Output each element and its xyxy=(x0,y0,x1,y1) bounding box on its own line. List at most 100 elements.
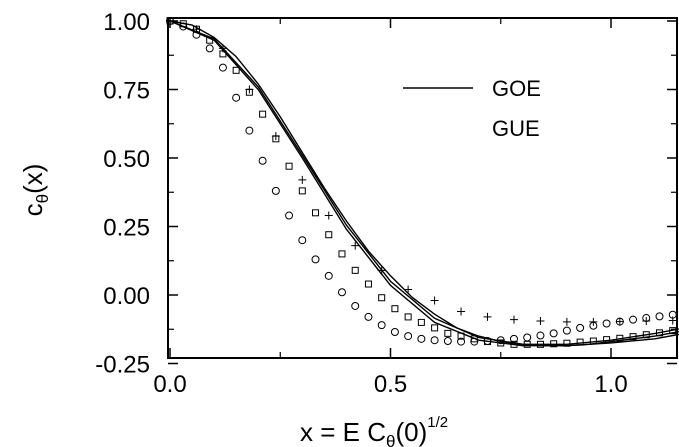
y-axis-label-tail: (x) xyxy=(18,164,48,194)
plus-marker xyxy=(457,307,466,316)
circle-marker xyxy=(562,326,571,335)
circle-marker xyxy=(629,315,638,324)
plus-marker xyxy=(298,175,307,184)
square-marker xyxy=(351,266,359,274)
square-marker xyxy=(259,110,267,118)
square-marker xyxy=(417,318,425,326)
square-marker xyxy=(470,335,478,343)
series-line xyxy=(169,20,679,345)
square-marker xyxy=(325,231,333,239)
circle-marker xyxy=(602,319,611,328)
circle-marker xyxy=(311,255,320,264)
y-axis-label-main: c xyxy=(18,203,48,216)
square-marker xyxy=(510,340,518,348)
plus-marker xyxy=(483,312,492,321)
plus-marker xyxy=(509,315,518,324)
plus-marker xyxy=(536,317,545,326)
series-line xyxy=(169,20,679,347)
square-marker xyxy=(589,337,597,345)
x-tick-label: 1.0 xyxy=(594,371,627,398)
circle-marker xyxy=(245,126,254,135)
plus-marker xyxy=(324,211,333,220)
legend-goe-label: GOE xyxy=(492,76,541,101)
square-marker xyxy=(497,339,505,347)
circle-marker xyxy=(390,327,399,336)
plus-marker xyxy=(192,25,201,34)
circle-marker xyxy=(232,93,241,102)
plus-marker xyxy=(166,17,174,25)
y-tick-label: 0.25 xyxy=(103,215,150,242)
x-tick-label: 0.5 xyxy=(374,371,407,398)
square-marker xyxy=(629,333,637,341)
square-marker xyxy=(431,324,439,332)
square-marker xyxy=(285,162,293,170)
square-marker xyxy=(616,334,624,342)
series-layer xyxy=(166,17,679,348)
x-axis-label: x = E Cθ(0)1/2 xyxy=(300,414,448,447)
square-marker xyxy=(298,187,306,195)
circle-marker xyxy=(417,334,426,343)
y-tick-label: 0.50 xyxy=(103,146,150,173)
square-marker xyxy=(312,209,320,217)
square-marker xyxy=(444,329,452,337)
plus-marker xyxy=(271,132,280,141)
x-tick-label: 0.0 xyxy=(153,371,186,398)
x-axis-label-sup: 1/2 xyxy=(427,414,448,431)
square-marker xyxy=(378,294,386,302)
circle-marker xyxy=(430,336,439,345)
circle-marker xyxy=(549,329,558,338)
circle-marker xyxy=(218,63,227,72)
square-marker xyxy=(206,36,214,44)
circle-marker xyxy=(655,312,664,321)
y-axis-label: cθ(x) xyxy=(18,164,52,217)
square-marker xyxy=(576,338,584,346)
x-axis-label-sub: θ xyxy=(386,432,395,447)
plus-marker xyxy=(589,317,598,326)
circle-marker xyxy=(285,211,294,220)
y-tick-label: 0.75 xyxy=(103,78,150,105)
square-marker xyxy=(457,332,465,340)
series-1-line xyxy=(169,20,679,345)
circle-marker xyxy=(298,236,307,245)
circle-marker xyxy=(483,337,492,346)
series-3-squares xyxy=(166,17,677,348)
circle-marker xyxy=(271,186,280,195)
circle-marker xyxy=(377,321,386,330)
plus-marker xyxy=(351,241,360,250)
circle-marker xyxy=(536,331,545,340)
circle-marker xyxy=(404,332,413,341)
circle-marker xyxy=(496,336,505,345)
x-axis-label-tail: (0) xyxy=(395,417,427,447)
series-2-line xyxy=(169,20,679,347)
series-line xyxy=(169,20,679,347)
circle-marker xyxy=(351,301,360,310)
y-tick-label: 1.00 xyxy=(103,9,150,36)
circle-marker xyxy=(337,288,346,297)
square-marker xyxy=(603,336,611,344)
square-marker xyxy=(404,313,412,321)
circle-marker xyxy=(523,333,532,342)
square-marker xyxy=(550,340,558,348)
plus-marker xyxy=(245,85,254,94)
plus-marker xyxy=(615,317,624,326)
series-5-pluses xyxy=(166,17,677,326)
square-marker xyxy=(338,250,346,258)
circle-marker xyxy=(364,312,373,321)
plus-marker xyxy=(642,317,651,326)
square-marker xyxy=(656,329,664,337)
square-marker xyxy=(391,305,399,313)
plus-marker xyxy=(430,296,439,305)
y-tick-label: 0.00 xyxy=(103,283,150,310)
plus-marker xyxy=(404,285,413,294)
circle-marker xyxy=(576,323,585,332)
circle-marker xyxy=(457,337,466,346)
legend: GOE GUE xyxy=(403,76,541,141)
circle-marker xyxy=(470,337,479,346)
square-marker xyxy=(642,331,650,339)
plus-marker xyxy=(377,266,386,275)
series-0-line xyxy=(169,20,679,347)
y-tick-label: -0.25 xyxy=(95,352,150,379)
circle-marker xyxy=(443,337,452,346)
circle-marker xyxy=(324,271,333,280)
